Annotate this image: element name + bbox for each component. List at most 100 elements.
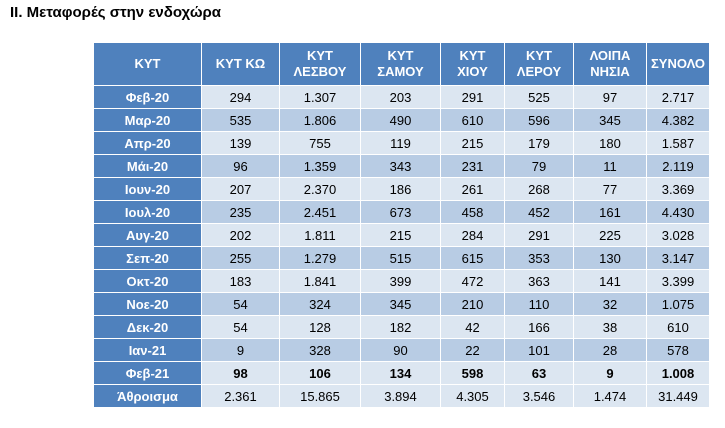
table-cell: 54 — [201, 315, 280, 339]
table-cell: 1.279 — [279, 246, 361, 270]
table-cell: 291 — [504, 223, 574, 247]
table-cell: 324 — [279, 292, 361, 316]
table-row: Οκτ-20 183 1.841 399 472 363 141 3.399 — [93, 269, 710, 293]
table-cell: 255 — [201, 246, 280, 270]
table-cell: 261 — [440, 177, 505, 201]
table-cell: 3.369 — [646, 177, 710, 201]
table-cell: 1.359 — [279, 154, 361, 178]
table-cell: 1.474 — [573, 384, 647, 408]
table-cell: 452 — [504, 200, 574, 224]
table-row: Μάι-20 96 1.359 343 231 79 11 2.119 — [93, 154, 710, 178]
table-cell: 615 — [440, 246, 505, 270]
header-cell: ΣΥΝΟΛΟ — [646, 42, 710, 86]
table-cell: 399 — [360, 269, 441, 293]
table-cell: 3.399 — [646, 269, 710, 293]
table-cell: 1.841 — [279, 269, 361, 293]
table-cell: 128 — [279, 315, 361, 339]
table-cell: 182 — [360, 315, 441, 339]
table-cell: 578 — [646, 338, 710, 362]
header-row: ΚΥΤ ΚΥΤ ΚΩ ΚΥΤ ΛΕΣΒΟΥ ΚΥΤ ΣΑΜΟΥ ΚΥΤ ΧΙΟΥ… — [93, 42, 710, 86]
table-cell: 225 — [573, 223, 647, 247]
table-row: Δεκ-20 54 128 182 42 166 38 610 — [93, 315, 710, 339]
table-cell: 130 — [573, 246, 647, 270]
row-label: Ιουλ-20 — [93, 200, 202, 224]
table-cell: 215 — [440, 131, 505, 155]
table-cell: 180 — [573, 131, 647, 155]
table-cell: 183 — [201, 269, 280, 293]
table-cell: 525 — [504, 85, 574, 109]
table-cell: 207 — [201, 177, 280, 201]
table-cell: 110 — [504, 292, 574, 316]
table-cell: 42 — [440, 315, 505, 339]
transfers-table: ΚΥΤ ΚΥΤ ΚΩ ΚΥΤ ΛΕΣΒΟΥ ΚΥΤ ΣΑΜΟΥ ΚΥΤ ΧΙΟΥ… — [93, 42, 710, 408]
table-cell: 2.119 — [646, 154, 710, 178]
table-row: Αυγ-20 202 1.811 215 284 291 225 3.028 — [93, 223, 710, 247]
row-label: Οκτ-20 — [93, 269, 202, 293]
table-cell: 90 — [360, 338, 441, 362]
table-cell: 1.806 — [279, 108, 361, 132]
row-label: Μάι-20 — [93, 154, 202, 178]
table-cell: 755 — [279, 131, 361, 155]
table-cell: 458 — [440, 200, 505, 224]
table-cell: 3.028 — [646, 223, 710, 247]
table-cell: 210 — [440, 292, 505, 316]
header-cell: ΚΥΤ ΛΕΣΒΟΥ — [279, 42, 361, 86]
row-label: Μαρ-20 — [93, 108, 202, 132]
row-label: Δεκ-20 — [93, 315, 202, 339]
table-cell: 2.370 — [279, 177, 361, 201]
table-cell: 1.075 — [646, 292, 710, 316]
header-cell: ΚΥΤ ΣΑΜΟΥ — [360, 42, 441, 86]
table-cell: 515 — [360, 246, 441, 270]
table-row: Άθροισμα 2.361 15.865 3.894 4.305 3.546 1.474 3… — [93, 384, 710, 408]
header-cell: ΚΥΤ ΧΙΟΥ — [440, 42, 505, 86]
table-cell: 673 — [360, 200, 441, 224]
table-row: Νοε-20 54 324 345 210 110 32 1.075 — [93, 292, 710, 316]
table-cell: 235 — [201, 200, 280, 224]
table-cell: 98 — [201, 361, 280, 385]
table-cell: 3.546 — [504, 384, 574, 408]
table-cell: 363 — [504, 269, 574, 293]
row-label: Φεβ-21 — [93, 361, 202, 385]
row-label: Σεπ-20 — [93, 246, 202, 270]
table-cell: 345 — [360, 292, 441, 316]
row-label: Απρ-20 — [93, 131, 202, 155]
table-cell: 179 — [504, 131, 574, 155]
table-cell: 203 — [360, 85, 441, 109]
table-cell: 31.449 — [646, 384, 710, 408]
table-cell: 353 — [504, 246, 574, 270]
table-cell: 28 — [573, 338, 647, 362]
table-cell: 4.305 — [440, 384, 505, 408]
table-cell: 596 — [504, 108, 574, 132]
table-cell: 134 — [360, 361, 441, 385]
table-cell: 186 — [360, 177, 441, 201]
table-cell: 11 — [573, 154, 647, 178]
table-cell: 79 — [504, 154, 574, 178]
data-table-container: ΚΥΤ ΚΥΤ ΚΩ ΚΥΤ ΛΕΣΒΟΥ ΚΥΤ ΣΑΜΟΥ ΚΥΤ ΧΙΟΥ… — [93, 42, 710, 408]
table-cell: 32 — [573, 292, 647, 316]
table-cell: 4.382 — [646, 108, 710, 132]
table-row: Απρ-20 139 755 119 215 179 180 1.587 — [93, 131, 710, 155]
table-cell: 96 — [201, 154, 280, 178]
table-cell: 215 — [360, 223, 441, 247]
table-cell: 610 — [440, 108, 505, 132]
header-cell: ΛΟΙΠΑ ΝΗΣΙΑ — [573, 42, 647, 86]
table-cell: 268 — [504, 177, 574, 201]
table-cell: 139 — [201, 131, 280, 155]
page-title: II. Μεταφορές στην ενδοχώρα — [10, 4, 221, 21]
table-cell: 231 — [440, 154, 505, 178]
table-cell: 284 — [440, 223, 505, 247]
table-cell: 294 — [201, 85, 280, 109]
table-row: Ιουν-20 207 2.370 186 261 268 77 3.369 — [93, 177, 710, 201]
table-cell: 141 — [573, 269, 647, 293]
table-cell: 202 — [201, 223, 280, 247]
table-cell: 119 — [360, 131, 441, 155]
table-row: Ιαν-21 9 328 90 22 101 28 578 — [93, 338, 710, 362]
table-cell: 2.451 — [279, 200, 361, 224]
table-cell: 1.811 — [279, 223, 361, 247]
table-cell: 1.587 — [646, 131, 710, 155]
table-cell: 1.307 — [279, 85, 361, 109]
table-cell: 1.008 — [646, 361, 710, 385]
header-cell: ΚΥΤ ΚΩ — [201, 42, 280, 86]
table-cell: 106 — [279, 361, 361, 385]
table-row: Σεπ-20 255 1.279 515 615 353 130 3.147 — [93, 246, 710, 270]
